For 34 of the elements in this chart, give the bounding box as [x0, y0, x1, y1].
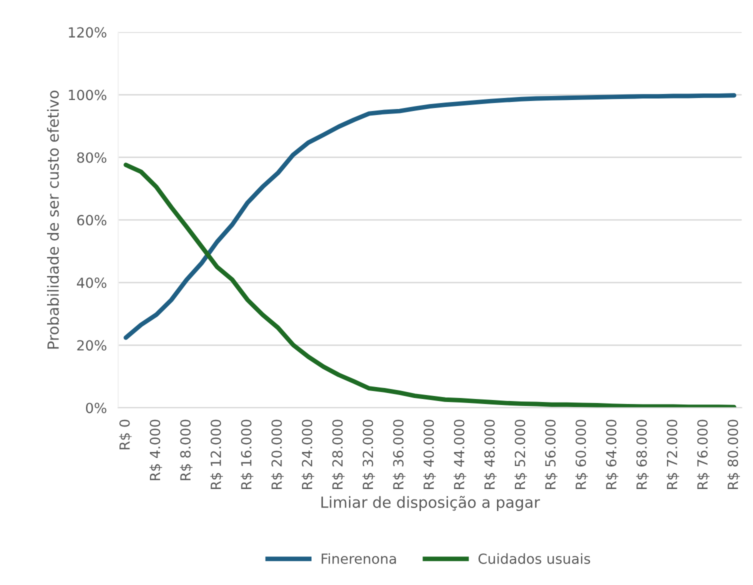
y-tick-label: 60% [77, 214, 106, 226]
x-tick-label: R$ 16.000 [240, 420, 254, 489]
x-tick-label: R$ 24.000 [302, 420, 314, 489]
y-tick-label: 120% [68, 27, 106, 38]
legend-label: Cuidados usuais [478, 553, 590, 564]
x-tick-label: R$ 20.000 [271, 420, 284, 489]
x-tick-label: R$ 56.000 [544, 420, 558, 489]
y-tick-label: 0% [86, 402, 106, 414]
x-tick-label: R$ 28.000 [332, 420, 345, 489]
legend-label: Finerenona [322, 553, 396, 564]
x-tick-label: R$ 4.000 [150, 420, 162, 480]
y-tick-label: 20% [77, 340, 106, 351]
x-tick-label: R$ 60.000 [575, 420, 588, 489]
x-tick-label: R$ 72.000 [666, 420, 680, 489]
x-tick-label: R$ 80.000 [727, 420, 740, 489]
x-tick-label: R$ 52.000 [514, 420, 528, 489]
x-tick-label: R$ 0 [119, 420, 132, 450]
x-axis-title: Limiar de disposição a pagar [321, 496, 540, 511]
line-series [124, 93, 736, 340]
x-tick-label: R$ 8.000 [180, 420, 193, 480]
y-tick-label: 40% [76, 278, 106, 288]
y-tick-label: 80% [77, 152, 106, 163]
x-tick-label: R$ 44.000 [454, 420, 466, 489]
x-tick-label: R$ 76.000 [696, 420, 710, 489]
x-tick-label: R$ 40.000 [423, 420, 436, 489]
line-series [124, 162, 736, 408]
x-tick-label: R$ 48.000 [484, 420, 497, 489]
y-axis-title: Probabilidade de ser custo efetivo [47, 90, 59, 349]
x-tick-label: R$ 32.000 [362, 420, 376, 489]
y-tick-label: 100% [68, 90, 106, 100]
x-tick-label: R$ 68.000 [636, 420, 649, 489]
x-tick-label: R$ 36.000 [392, 420, 406, 489]
x-tick-label: R$ 12.000 [210, 420, 223, 489]
x-tick-label: R$ 64.000 [606, 420, 618, 489]
